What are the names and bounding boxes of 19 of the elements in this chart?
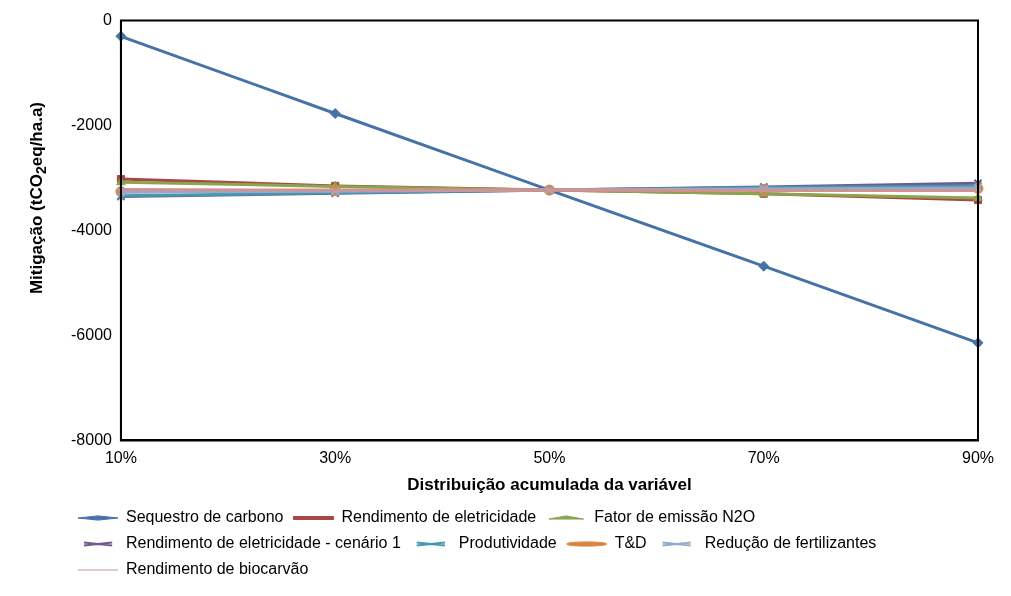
legend-label: Rendimento de biocarvão bbox=[126, 560, 309, 578]
legend-label: T&D bbox=[614, 534, 647, 552]
legend-label: Rendimento de eletricidade bbox=[341, 508, 537, 526]
y-tick-label: -6000 bbox=[71, 325, 113, 343]
x-tick-label: 30% bbox=[319, 449, 352, 467]
y-tick-label: -4000 bbox=[71, 220, 113, 238]
y-tick-label: 0 bbox=[103, 11, 113, 29]
x-tick-label: 50% bbox=[533, 449, 566, 467]
legend-label: Rendimento de eletricidade - cenário 1 bbox=[126, 534, 401, 552]
y-tick-label: -8000 bbox=[71, 430, 113, 448]
legend-label: Produtividade bbox=[458, 534, 557, 552]
x-axis-title: Distribuição acumulada da variável bbox=[407, 475, 692, 495]
legend-label: Fator de emissão N2O bbox=[594, 508, 756, 526]
x-tick-label: 70% bbox=[747, 449, 780, 467]
legend-label: Sequestro de carbono bbox=[126, 508, 284, 526]
x-tick-label: 90% bbox=[961, 449, 995, 467]
x-tick-label: 10% bbox=[104, 449, 137, 467]
legend-label: Redução de fertilizantes bbox=[704, 534, 877, 552]
y-tick-label: -2000 bbox=[71, 115, 113, 133]
